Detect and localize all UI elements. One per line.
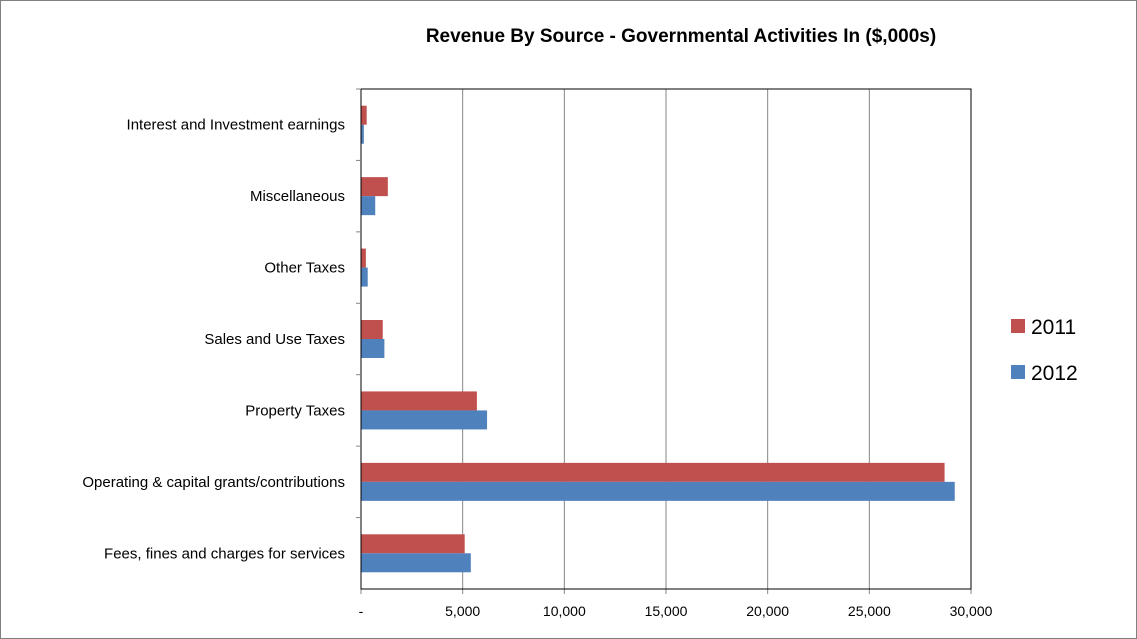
bars [361,105,955,573]
category-labels: Interest and Investment earnings Miscella… [82,117,345,563]
x-tick-label: 15,000 [645,603,688,619]
bar-2011 [361,534,465,554]
category-label: Fees, fines and charges for services [104,545,345,562]
x-tick-label: 20,000 [746,603,789,619]
bar-2012 [361,410,488,430]
category-label: Operating & capital grants/contributions [82,474,345,491]
category-label: Property Taxes [245,402,345,419]
category-label: Sales and Use Taxes [204,331,345,348]
grid-lines [462,89,972,589]
legend-label: 2012 [1031,362,1078,385]
bar-2011 [361,391,477,411]
bar-2011 [361,105,367,125]
bar-2012 [361,267,368,287]
chart-title: Revenue By Source - Governmental Activit… [425,26,937,47]
bar-2011 [361,248,366,268]
x-tick-label: 10,000 [543,603,586,619]
bar-2011 [361,320,383,339]
legend-label: 2011 [1031,316,1076,339]
category-label: Interest and Investment earnings [127,117,345,134]
x-tick-label: 25,000 [848,603,891,619]
category-label: Other Taxes [264,260,345,277]
bar-2011 [361,462,945,482]
axes [356,88,972,594]
bar-2011 [361,177,388,197]
bar-2012 [361,196,376,216]
x-tick-label: 5,000 [445,603,480,619]
plot-area-border [360,88,972,590]
x-tick-label: 30,000 [950,603,993,619]
legend-swatch-2012 [1011,365,1025,379]
legend: 2011 2012 [1011,316,1078,385]
bar-2012 [361,481,955,501]
x-tick-label: - [359,603,364,619]
bar-2012 [361,553,471,573]
bar-2012 [361,339,385,358]
bar-2012 [361,124,364,144]
category-label: Miscellaneous [250,188,345,205]
tick-labels: - 5,000 10,000 15,000 20,000 25,000 30,000 [359,603,993,619]
legend-swatch-2011 [1011,319,1025,333]
